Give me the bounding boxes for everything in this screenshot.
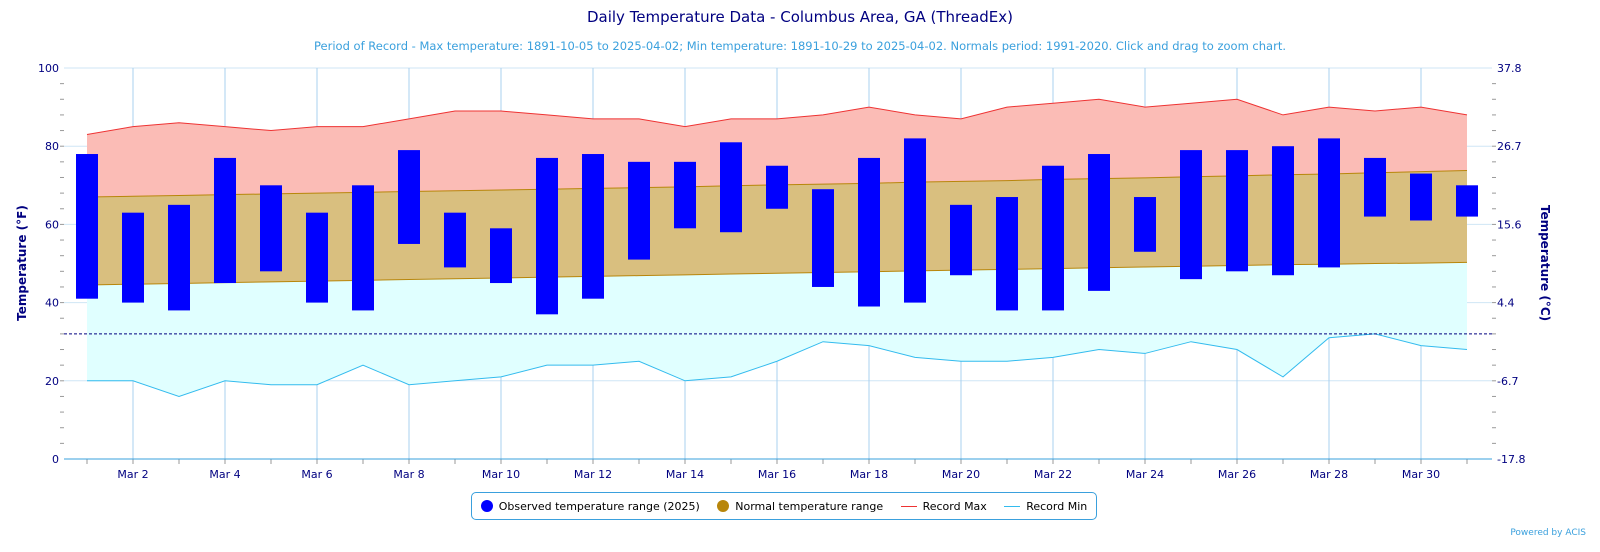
x-tick-label: Mar 26 bbox=[1218, 468, 1256, 481]
record-min-line-icon bbox=[1004, 505, 1021, 507]
y-tick-label-right: 26.7 bbox=[1497, 140, 1522, 153]
observed-bar bbox=[812, 189, 834, 287]
y-tick-label-right: 4.4 bbox=[1497, 297, 1515, 310]
legend-item-record-min[interactable]: Record Min bbox=[1004, 500, 1087, 513]
observed-bar bbox=[996, 197, 1018, 311]
record-min-area bbox=[87, 262, 1467, 397]
chart-title: Daily Temperature Data - Columbus Area, … bbox=[586, 8, 1014, 26]
x-tick-label: Mar 14 bbox=[666, 468, 704, 481]
observed-bar bbox=[1410, 173, 1432, 221]
observed-marker-icon bbox=[480, 500, 493, 512]
legend: Observed temperature range (2025) Normal… bbox=[471, 492, 1097, 520]
y-tick-label-left: 20 bbox=[45, 375, 59, 388]
observed-bar bbox=[1364, 157, 1386, 217]
observed-bar bbox=[1272, 146, 1294, 276]
observed-bar bbox=[1134, 197, 1156, 252]
observed-bar bbox=[214, 157, 236, 284]
x-tick-label: Mar 22 bbox=[1034, 468, 1072, 481]
observed-bar bbox=[490, 228, 512, 284]
observed-bar bbox=[1456, 185, 1478, 217]
x-tick-label: Mar 10 bbox=[482, 468, 520, 481]
observed-bar bbox=[674, 161, 696, 229]
normal-range-area bbox=[87, 170, 1467, 286]
y-tick-label-right: -17.8 bbox=[1497, 453, 1525, 466]
observed-bar bbox=[122, 212, 144, 303]
chart-subtitle: Period of Record - Max temperature: 1891… bbox=[314, 39, 1286, 53]
observed-bars bbox=[76, 138, 1478, 315]
normal-marker-icon bbox=[717, 500, 730, 512]
y-tick-label-left: 80 bbox=[45, 140, 59, 153]
y-axis-title-right: Temperature (°C) bbox=[1538, 205, 1552, 321]
x-tick-label: Mar 2 bbox=[117, 468, 148, 481]
x-tick-label: Mar 8 bbox=[393, 468, 424, 481]
observed-bar bbox=[168, 204, 190, 311]
legend-label: Record Max bbox=[922, 499, 987, 513]
record-max-area bbox=[87, 99, 1467, 198]
y-tick-label-right: 15.6 bbox=[1497, 218, 1522, 231]
y-tick-label-left: 40 bbox=[45, 297, 59, 310]
legend-item-observed[interactable]: Observed temperature range (2025) bbox=[480, 499, 700, 513]
y-tick-label-left: 60 bbox=[45, 218, 59, 231]
y-tick-label-right: 37.8 bbox=[1497, 62, 1522, 75]
observed-bar bbox=[720, 142, 742, 233]
legend-label: Normal temperature range bbox=[735, 499, 884, 513]
observed-bar bbox=[536, 157, 558, 315]
x-tick-label: Mar 20 bbox=[942, 468, 980, 481]
observed-bar bbox=[950, 204, 972, 276]
observed-bar bbox=[582, 154, 604, 299]
record-max-line-icon bbox=[900, 505, 917, 507]
observed-bar bbox=[260, 185, 282, 272]
record-min-line bbox=[87, 333, 1468, 397]
observed-bar bbox=[1318, 138, 1340, 268]
observed-bar bbox=[76, 154, 98, 299]
legend-item-record-max[interactable]: Record Max bbox=[900, 499, 987, 513]
y-tick-label-left: 100 bbox=[38, 62, 59, 75]
observed-bar bbox=[904, 138, 926, 303]
x-tick-label: Mar 28 bbox=[1310, 468, 1348, 481]
observed-bar bbox=[352, 185, 374, 311]
x-tick-label: Mar 4 bbox=[209, 468, 240, 481]
y-tick-label-right: -6.7 bbox=[1497, 375, 1518, 388]
observed-bar bbox=[858, 157, 880, 307]
axes: 0 -17.8 20 -6.7 40 4.4 60 15.6 80 26.7 100 37.8 Mar … bbox=[38, 62, 1525, 481]
observed-bar bbox=[444, 212, 466, 268]
range-areas bbox=[64, 98, 1492, 397]
observed-bar bbox=[1088, 154, 1110, 291]
x-tick-label: Mar 24 bbox=[1126, 468, 1164, 481]
observed-bar bbox=[766, 165, 788, 209]
acis-credit-link[interactable]: Powered by ACIS bbox=[1510, 528, 1586, 538]
legend-label: Observed temperature range (2025) bbox=[498, 499, 700, 513]
legend-item-normal[interactable]: Normal temperature range bbox=[717, 500, 883, 513]
x-tick-label: Mar 16 bbox=[758, 468, 796, 481]
observed-bar bbox=[1226, 150, 1248, 272]
y-tick-label-left: 0 bbox=[52, 453, 59, 466]
x-tick-label: Mar 12 bbox=[574, 468, 612, 481]
x-tick-label: Mar 18 bbox=[850, 468, 888, 481]
record-max-line bbox=[86, 98, 1468, 135]
observed-bar bbox=[306, 212, 328, 303]
y-axis-title-left: Temperature (°F) bbox=[15, 205, 29, 321]
observed-bar bbox=[398, 150, 420, 244]
x-tick-label: Mar 6 bbox=[301, 468, 332, 481]
observed-bar bbox=[628, 161, 650, 260]
observed-bar bbox=[1180, 150, 1202, 280]
x-tick-label: Mar 30 bbox=[1402, 468, 1440, 481]
observed-bar bbox=[1042, 165, 1064, 311]
legend-label: Record Min bbox=[1026, 499, 1088, 513]
